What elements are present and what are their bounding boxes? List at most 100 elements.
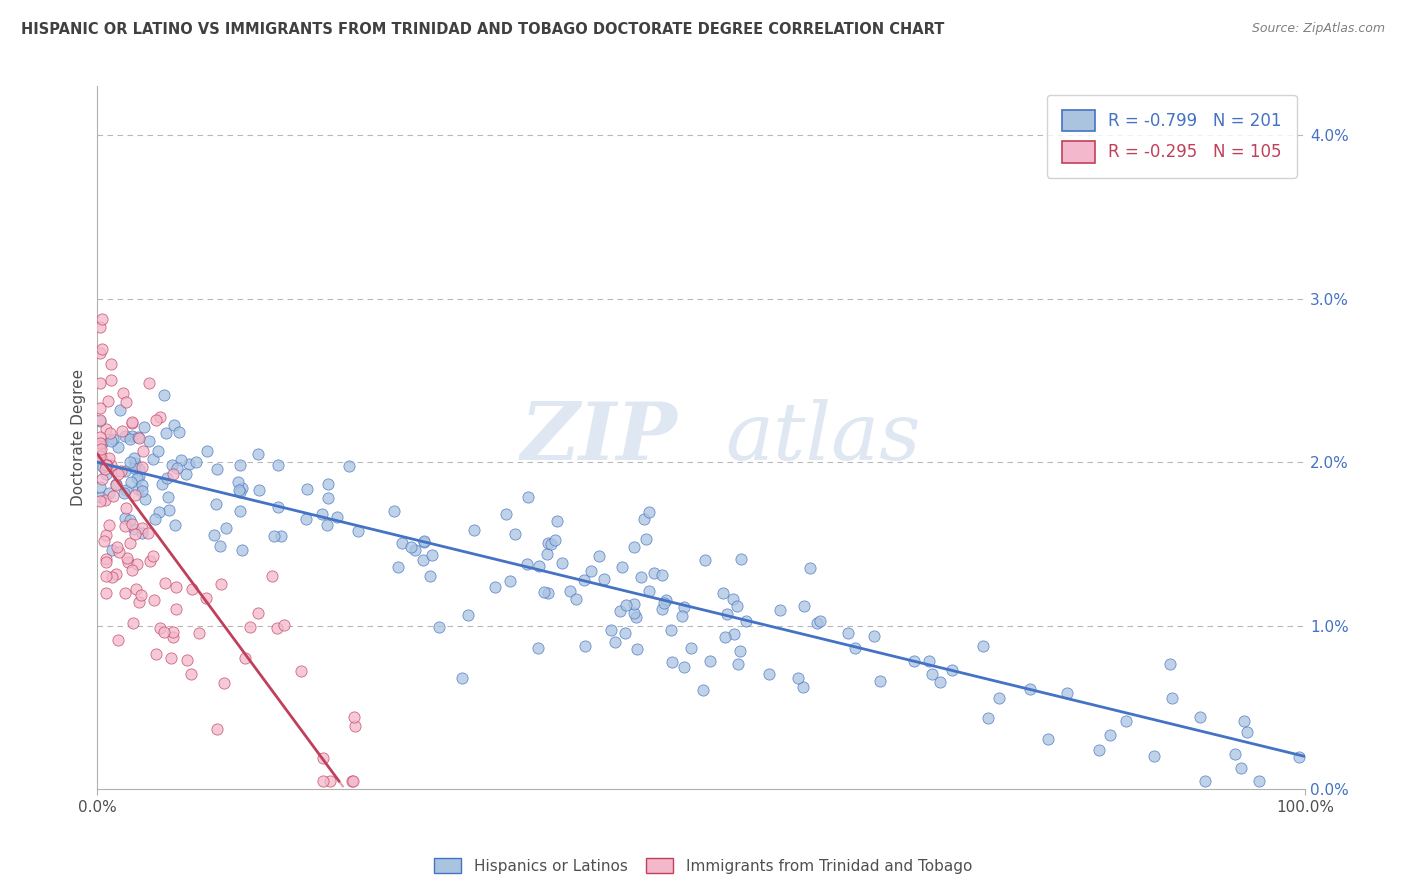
Point <box>134 491 156 506</box>
Point <box>128 462 150 476</box>
Point <box>297 482 319 496</box>
Point <box>94 555 117 569</box>
Point <box>1236 724 1258 739</box>
Point <box>558 583 581 598</box>
Point <box>633 511 655 525</box>
Point <box>457 608 479 623</box>
Point <box>1189 709 1212 723</box>
Point <box>142 549 165 563</box>
Point <box>626 642 648 657</box>
Point <box>659 623 682 637</box>
Point <box>1143 748 1166 763</box>
Point <box>536 536 558 550</box>
Point <box>153 625 176 640</box>
Point <box>107 632 129 647</box>
Point <box>91 342 114 356</box>
Point <box>239 620 262 634</box>
Point <box>111 424 134 438</box>
Point <box>124 450 146 465</box>
Point <box>231 481 253 495</box>
Point <box>499 574 522 588</box>
Point <box>89 401 111 416</box>
Point <box>101 432 124 446</box>
Point <box>90 436 112 450</box>
Point <box>94 568 117 582</box>
Point <box>89 320 111 334</box>
Point <box>148 505 170 519</box>
Point <box>91 451 114 466</box>
Point <box>108 403 131 417</box>
Point <box>176 653 198 667</box>
Point <box>215 520 238 534</box>
Point <box>177 457 200 471</box>
Point <box>387 560 409 574</box>
Point <box>107 441 129 455</box>
Point <box>165 580 187 594</box>
Point <box>412 552 434 566</box>
Point <box>114 501 136 516</box>
Point <box>165 602 187 616</box>
Point <box>634 533 657 547</box>
Point <box>671 609 693 624</box>
Point <box>1194 774 1216 789</box>
Point <box>262 569 284 583</box>
Point <box>150 477 173 491</box>
Point <box>97 393 120 408</box>
Point <box>120 432 142 446</box>
Point <box>515 557 537 571</box>
Point <box>89 449 111 463</box>
Point <box>679 640 702 655</box>
Point <box>326 510 349 524</box>
Point <box>769 603 792 617</box>
Point <box>655 593 678 607</box>
Point <box>131 521 153 535</box>
Point <box>711 586 734 600</box>
Point <box>167 425 190 440</box>
Point <box>1288 750 1310 764</box>
Point <box>114 511 136 525</box>
Point <box>527 558 550 573</box>
Point <box>162 625 184 640</box>
Point <box>382 503 405 517</box>
Point <box>723 591 745 606</box>
Point <box>132 420 155 434</box>
Point <box>155 425 177 440</box>
Point <box>205 462 228 476</box>
Point <box>145 412 167 426</box>
Point <box>235 651 257 665</box>
Point <box>1247 774 1270 789</box>
Point <box>125 582 148 597</box>
Point <box>311 507 333 521</box>
Point <box>98 425 121 440</box>
Point <box>128 595 150 609</box>
Point <box>122 615 145 630</box>
Point <box>129 588 152 602</box>
Point <box>96 458 118 472</box>
Point <box>267 500 290 514</box>
Point <box>229 458 252 473</box>
Point <box>609 603 631 617</box>
Point <box>651 602 673 616</box>
Point <box>638 505 661 519</box>
Point <box>89 494 111 508</box>
Point <box>1161 691 1184 706</box>
Point <box>226 475 249 490</box>
Point <box>540 537 562 551</box>
Point <box>343 719 366 733</box>
Point <box>131 459 153 474</box>
Point <box>593 572 616 586</box>
Point <box>122 522 145 536</box>
Point <box>180 666 202 681</box>
Point <box>156 471 179 485</box>
Point <box>101 489 124 503</box>
Point <box>163 517 186 532</box>
Point <box>574 639 596 653</box>
Point <box>100 434 122 449</box>
Point <box>1036 731 1059 746</box>
Point <box>157 490 180 504</box>
Point <box>654 596 676 610</box>
Point <box>91 459 114 474</box>
Point <box>104 478 127 492</box>
Point <box>111 386 134 401</box>
Point <box>903 655 925 669</box>
